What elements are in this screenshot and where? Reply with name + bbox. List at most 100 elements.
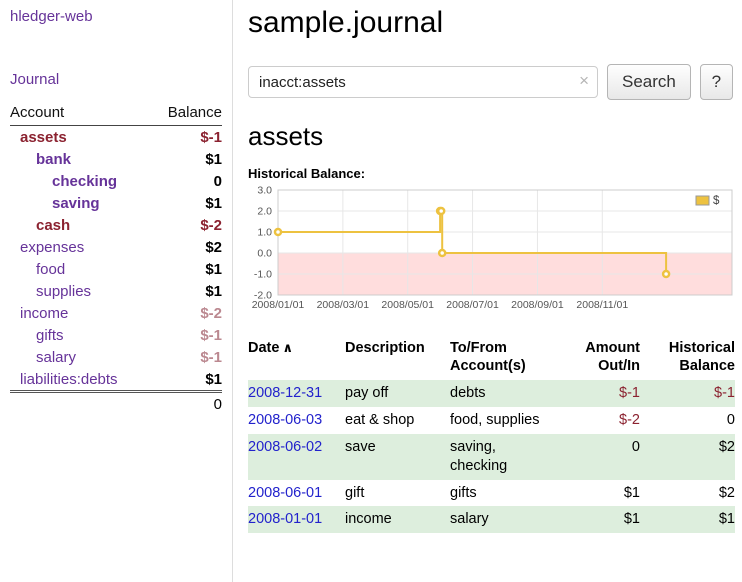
transaction-date-link[interactable]: 2008-01-01 [248,511,323,528]
y-axis-tick-label: 3.0 [257,185,272,197]
y-axis-tick-label: 2.0 [257,205,272,217]
register-header-accounts: To/From Account(s) [450,337,556,380]
register-row: 2008-01-01 income salary $1 $1 [248,506,735,534]
account-link[interactable]: income [20,304,69,322]
clear-search-icon[interactable]: × [579,71,589,90]
register-description-cell: save [345,438,376,455]
register-description-cell: income [345,511,392,528]
transaction-date-link[interactable]: 2008-06-03 [248,411,323,428]
account-link[interactable]: gifts [36,326,64,344]
search-input[interactable] [248,66,598,98]
account-row: supplies $1 [10,280,222,302]
account-link[interactable]: expenses [20,238,85,256]
chart-point [436,206,446,216]
register-description-cell: gift [345,484,365,501]
register-header-amount: Amount Out/In [556,337,640,380]
register-date-cell: 2008-06-03 [248,407,345,434]
search-input-wrap: × [248,66,598,98]
balance-chart: 3.0 2.0 1.0 0.0 -1.0 -2.0 2008/01/01 2008/03/01… [248,185,735,313]
account-name-cell: food [10,258,151,280]
register-description-cell: eat & shop [345,411,415,428]
account-balance: $-1 [200,348,222,366]
register-accounts-cell: salary [450,511,489,528]
register-date-cell: 2008-06-01 [248,480,345,507]
account-balance: 0 [213,172,222,190]
search-form: × Search ? [248,64,735,100]
account-row: expenses $2 [10,236,222,258]
chart-point [273,227,283,237]
account-row: gifts $-1 [10,324,222,346]
help-button[interactable]: ? [699,64,733,100]
account-name-cell: bank [10,148,151,170]
account-balance: $1 [205,282,222,300]
account-row: liabilities:debts $1 [10,368,222,392]
account-row: salary $-1 [10,346,222,368]
account-name-cell: gifts [10,324,151,346]
x-axis-tick-label: 2008/09/01 [511,299,564,311]
x-axis-tick-label: 2008/07/01 [446,299,499,311]
register-balance-cell: $-1 [714,385,735,402]
accounts-table-header-row: Account Balance [10,104,222,126]
accounts-total-row: 0 [10,390,222,416]
register-header-description-label: Description [345,339,425,356]
account-balance: $1 [205,194,222,212]
sort-ascending-icon: ∧ [282,339,293,355]
accounts-header-account: Account [10,104,151,126]
register-header-date-label: Date [248,339,280,356]
account-balance: $-2 [200,216,222,234]
register-header-row: Date ∧ Description To/From Account(s) Amo… [248,337,735,380]
x-axis-tick-label: 2008/11/01 [576,299,628,311]
account-balance: $-1 [200,326,222,344]
account-name-cell: checking [10,170,151,192]
sidebar-item-journal[interactable]: Journal [10,71,60,88]
account-link[interactable]: cash [36,216,71,234]
account-heading: assets [248,121,324,151]
account-row: income $-2 [10,302,222,324]
register-header-balance-line1: Historical [668,339,735,356]
main-content: sample.journal × Search ? assets Histori… [248,0,735,534]
x-axis-tick-label: 2008/03/01 [317,299,370,311]
account-link[interactable]: bank [36,150,72,168]
register-header-accounts-line1: To/From [450,339,507,356]
account-link[interactable]: supplies [36,282,92,300]
account-name-cell: cash [10,214,151,236]
register-balance-cell: $1 [718,511,735,528]
account-link[interactable]: salary [36,348,77,366]
transaction-date-link[interactable]: 2008-06-02 [248,438,323,455]
register-header-balance-line2: Balance [679,358,735,375]
account-name-cell: assets [10,126,151,149]
x-axis-tick-label: 2008/01/01 [252,299,305,311]
account-link[interactable]: liabilities:debts [20,370,118,388]
account-balance: $1 [205,150,222,168]
account-link[interactable]: assets [20,128,67,146]
account-balance: $1 [205,370,222,388]
register-accounts-cell: saving, checking [450,438,508,474]
register-date-cell: 2008-06-02 [248,434,345,480]
register-row: 2008-06-01 gift gifts $1 $2 [248,480,735,507]
transaction-date-link[interactable]: 2008-12-31 [248,385,323,402]
register-amount-cell: $1 [623,484,640,501]
register-row: 2008-06-03 eat & shop food, supplies $-2 0 [248,407,735,434]
search-button[interactable]: Search [607,64,691,100]
account-row: bank $1 [10,148,222,170]
account-name-cell: liabilities:debts [10,368,151,392]
account-link[interactable]: saving [52,194,100,212]
register-date-cell: 2008-12-31 [248,380,345,407]
register-amount-cell: 0 [631,438,640,455]
account-row: checking 0 [10,170,222,192]
account-link[interactable]: checking [52,172,118,190]
register-row: 2008-12-31 pay off debts $-1 $-1 [248,380,735,407]
account-row: food $1 [10,258,222,280]
register-header-description: Description [345,337,450,380]
account-link[interactable]: food [36,260,66,278]
register-header-date[interactable]: Date ∧ [248,337,345,380]
account-name-cell: supplies [10,280,151,302]
accounts-header-balance: Balance [150,104,222,126]
register-balance-cell: $2 [718,484,735,501]
app-title-link[interactable]: hledger-web [10,8,93,25]
register-accounts-cell: gifts [450,484,477,501]
x-axis-tick-label: 2008/05/01 [381,299,434,311]
account-name-cell: expenses [10,236,151,258]
transaction-date-link[interactable]: 2008-06-01 [248,484,323,501]
